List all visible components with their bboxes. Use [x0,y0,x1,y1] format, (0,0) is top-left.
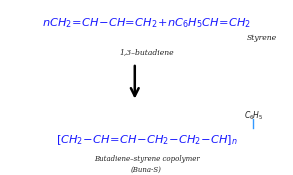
Text: $[CH_2\!-\!CH\!=\!CH\!-\!CH_2\!-\!CH_2\!-\!CH]_n$: $[CH_2\!-\!CH\!=\!CH\!-\!CH_2\!-\!CH_2\!… [56,133,237,147]
Text: $nCH_2\!=\!CH\!-\!CH\!=\!CH_2\!+\!nC_6H_5CH\!=\!CH_2$: $nCH_2\!=\!CH\!-\!CH\!=\!CH_2\!+\!nC_6H_… [42,16,251,30]
Text: $C_6H_5$: $C_6H_5$ [244,109,263,122]
Text: (Buna-S): (Buna-S) [131,166,162,174]
Text: 1,3–butadiene: 1,3–butadiene [119,48,174,57]
Text: Butadiene–styrene copolymer: Butadiene–styrene copolymer [94,155,199,163]
Text: Styrene: Styrene [247,34,277,43]
